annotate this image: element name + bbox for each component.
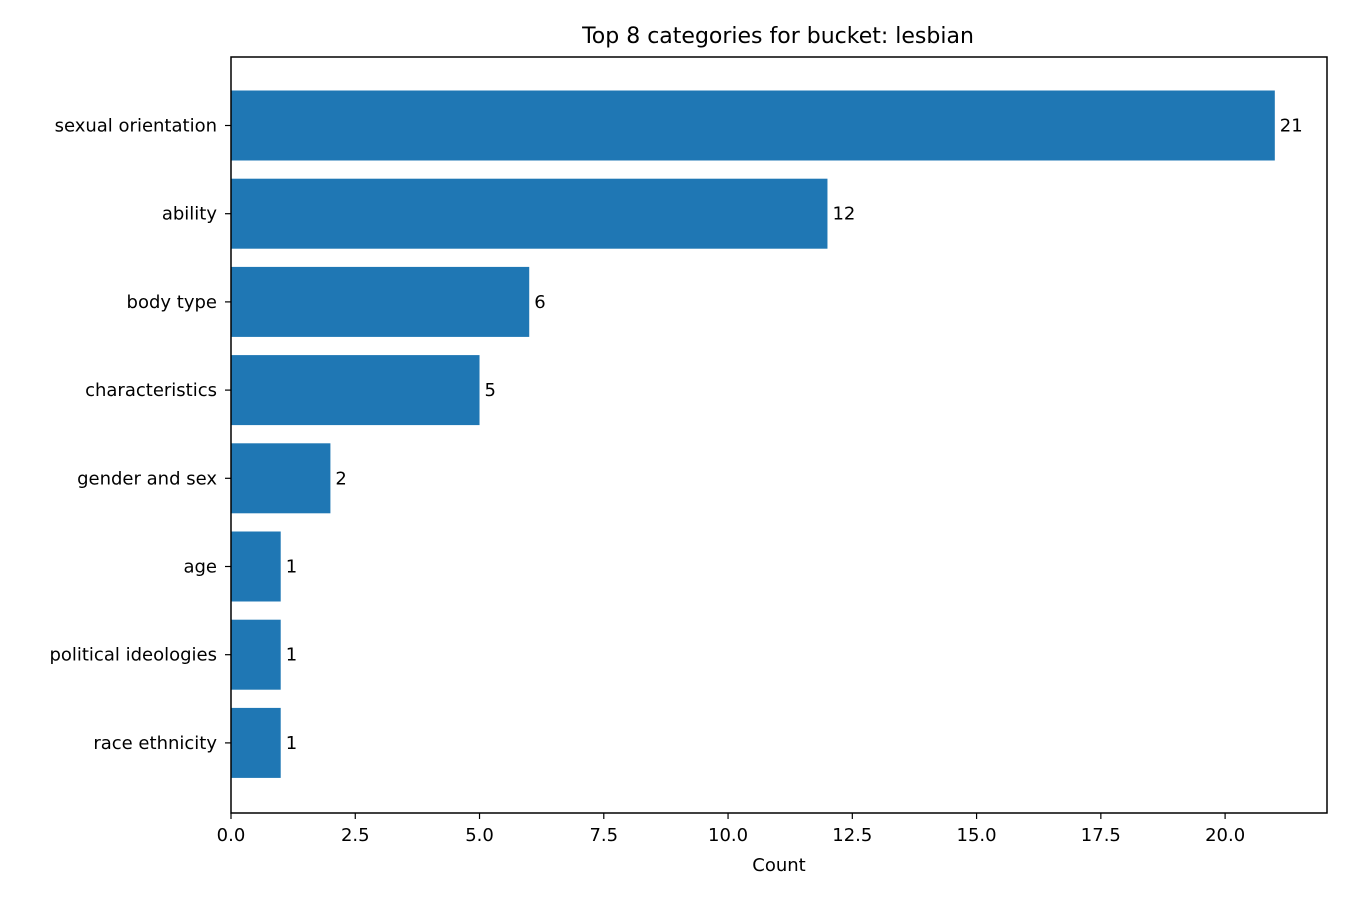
x-tick-label: 20.0 xyxy=(1205,825,1245,846)
y-tick-label: ability xyxy=(162,204,218,225)
bar xyxy=(231,707,281,778)
x-axis: 0.0 2.5 5.0 7.5 10.0 12.5 15.0 17.5 20.0 xyxy=(217,813,1245,846)
y-tick-label: political ideologies xyxy=(49,645,217,666)
x-tick-label: 15.0 xyxy=(957,825,997,846)
y-axis: sexual orientation ability body type charac… xyxy=(49,116,231,754)
bar xyxy=(231,443,331,514)
y-tick-label: sexual orientation xyxy=(55,116,217,137)
y-tick-label: age xyxy=(183,557,217,578)
x-tick-label: 5.0 xyxy=(465,825,494,846)
y-tick-label: gender and sex xyxy=(77,468,217,489)
bar xyxy=(231,266,530,337)
x-tick-label: 12.5 xyxy=(832,825,872,846)
x-tick-label: 7.5 xyxy=(589,825,618,846)
value-label: 6 xyxy=(534,292,545,313)
value-label: 21 xyxy=(1280,116,1303,137)
y-tick-label: race ethnicity xyxy=(93,733,217,754)
chart-title: Top 8 categories for bucket: lesbian xyxy=(581,24,974,49)
x-axis-label: Count xyxy=(752,855,805,876)
value-label: 2 xyxy=(335,468,346,489)
x-tick-label: 10.0 xyxy=(708,825,748,846)
value-label: 5 xyxy=(485,380,496,401)
bar xyxy=(231,531,281,602)
value-label: 12 xyxy=(832,204,855,225)
plot-frame xyxy=(230,56,1328,814)
x-tick-label: 17.5 xyxy=(1081,825,1121,846)
value-label: 1 xyxy=(286,557,297,578)
value-label: 1 xyxy=(286,645,297,666)
bar xyxy=(231,90,1275,161)
y-tick-label: body type xyxy=(127,292,217,313)
y-tick-label: characteristics xyxy=(85,380,217,401)
bar xyxy=(231,355,480,426)
bar xyxy=(231,619,281,690)
bar xyxy=(231,178,828,249)
value-label: 1 xyxy=(286,733,297,754)
bars-layer xyxy=(231,90,1275,778)
x-tick-label: 2.5 xyxy=(341,825,370,846)
x-tick-label: 0.0 xyxy=(217,825,246,846)
